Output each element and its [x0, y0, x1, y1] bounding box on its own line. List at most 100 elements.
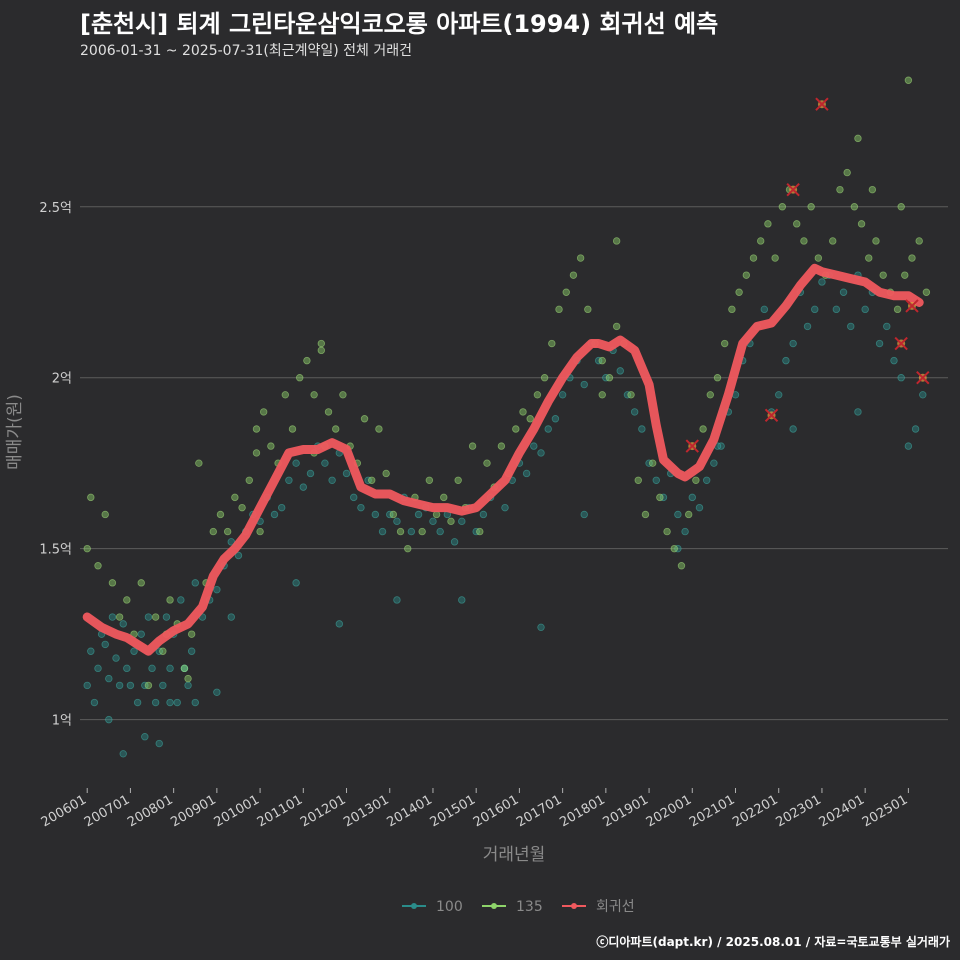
data-point-135 [184, 674, 192, 683]
data-point-100 [638, 425, 646, 433]
data-point-135 [814, 254, 823, 262]
data-point-100 [393, 596, 401, 604]
data-point-135 [868, 185, 877, 194]
x-tick-label: 201401 [384, 792, 434, 830]
data-point-135 [663, 527, 671, 536]
data-point-100 [234, 551, 243, 560]
data-point-135 [339, 391, 347, 399]
data-point-135 [879, 271, 887, 279]
x-tick-label: 202401 [817, 792, 867, 830]
data-point-100 [537, 623, 545, 632]
data-point-100 [130, 647, 138, 655]
data-point-100 [450, 538, 459, 546]
data-point-100 [904, 442, 913, 450]
data-point-100 [177, 596, 185, 604]
data-point-135 [245, 476, 253, 484]
data-point-100 [137, 630, 145, 638]
data-point-135 [476, 527, 484, 536]
data-point-100 [616, 367, 624, 375]
data-point-100 [537, 449, 545, 457]
data-point-100 [458, 517, 466, 526]
data-point-100 [854, 408, 862, 416]
data-point-135 [728, 305, 736, 314]
data-point-135 [332, 425, 340, 433]
data-point-135 [252, 425, 261, 433]
data-point-135 [757, 237, 765, 245]
data-point-100 [688, 493, 696, 502]
chart-subtitle: 2006-01-31 ~ 2025-07-31(최근계약일) 전체 거래건 [80, 43, 412, 59]
data-point-135 [144, 681, 153, 690]
x-axis-title: 거래년월 [483, 845, 546, 865]
data-point-135 [648, 459, 657, 467]
data-point-100 [436, 527, 444, 536]
data-point-135 [764, 220, 772, 228]
data-point-135 [440, 493, 448, 502]
data-point-135 [897, 203, 905, 211]
data-point-100 [551, 415, 560, 423]
data-point-135 [684, 510, 693, 519]
x-tick-label: 201801 [557, 792, 607, 830]
x-axis-ticks: 2006012007012008012009012010012011012012… [39, 788, 910, 830]
data-point-135 [123, 596, 131, 604]
data-point-135 [548, 339, 556, 348]
data-point-100 [292, 459, 300, 467]
data-point-100 [292, 579, 300, 587]
data-point-100 [321, 459, 329, 467]
data-point-135 [584, 305, 592, 314]
data-point-100 [105, 715, 113, 724]
data-point-100 [357, 503, 365, 512]
data-point-135 [432, 510, 441, 519]
data-point-100 [191, 698, 199, 707]
data-point-135 [908, 254, 916, 262]
data-point-135 [598, 356, 606, 365]
data-point-100 [119, 750, 127, 758]
data-point-135 [396, 527, 405, 536]
data-point-135 [555, 305, 563, 314]
data-point-135 [115, 613, 124, 621]
data-point-135 [324, 408, 333, 416]
data-point-135 [692, 476, 700, 484]
data-point-100 [458, 596, 466, 604]
legend-dot-회귀선 [571, 903, 577, 909]
x-tick-label: 202101 [687, 792, 737, 830]
data-point-135 [281, 391, 289, 399]
data-point-100 [378, 527, 387, 536]
data-point-100 [803, 322, 812, 331]
y-tick-label: 1.5억 [39, 543, 72, 558]
legend-label-회귀선: 회귀선 [596, 899, 635, 915]
data-point-135 [497, 442, 506, 450]
data-point-100 [108, 613, 117, 621]
legend-label-135: 135 [516, 899, 543, 915]
legend: 100 135 회귀선 [402, 899, 635, 915]
outlier-x-icon [916, 371, 930, 385]
data-point-135 [605, 374, 614, 382]
data-point-135 [187, 630, 196, 638]
data-point-135 [670, 544, 678, 553]
data-point-100 [213, 688, 221, 696]
data-point-135 [854, 134, 862, 143]
data-point-135 [641, 510, 650, 519]
outlier-x-icon [905, 299, 919, 313]
data-point-100 [105, 674, 113, 683]
data-point-135 [180, 664, 189, 673]
data-point-135 [569, 271, 578, 279]
data-point-100 [126, 681, 135, 690]
data-point-135 [677, 562, 686, 570]
data-point-100 [501, 503, 509, 512]
data-point-135 [843, 168, 851, 177]
data-point-135 [209, 527, 217, 536]
data-point-135 [87, 493, 95, 502]
data-point-100 [695, 503, 704, 512]
series-135-points [83, 76, 931, 690]
data-point-100 [630, 408, 639, 416]
data-point-135 [800, 237, 808, 245]
data-point-135 [512, 425, 520, 433]
data-point-100 [911, 425, 920, 433]
data-point-135 [720, 339, 729, 348]
data-point-135 [256, 527, 264, 536]
outlier-markers [685, 97, 930, 453]
data-point-100 [414, 510, 423, 519]
data-point-100 [90, 698, 99, 707]
outlier-x-icon [786, 182, 800, 197]
data-point-135 [627, 391, 635, 399]
